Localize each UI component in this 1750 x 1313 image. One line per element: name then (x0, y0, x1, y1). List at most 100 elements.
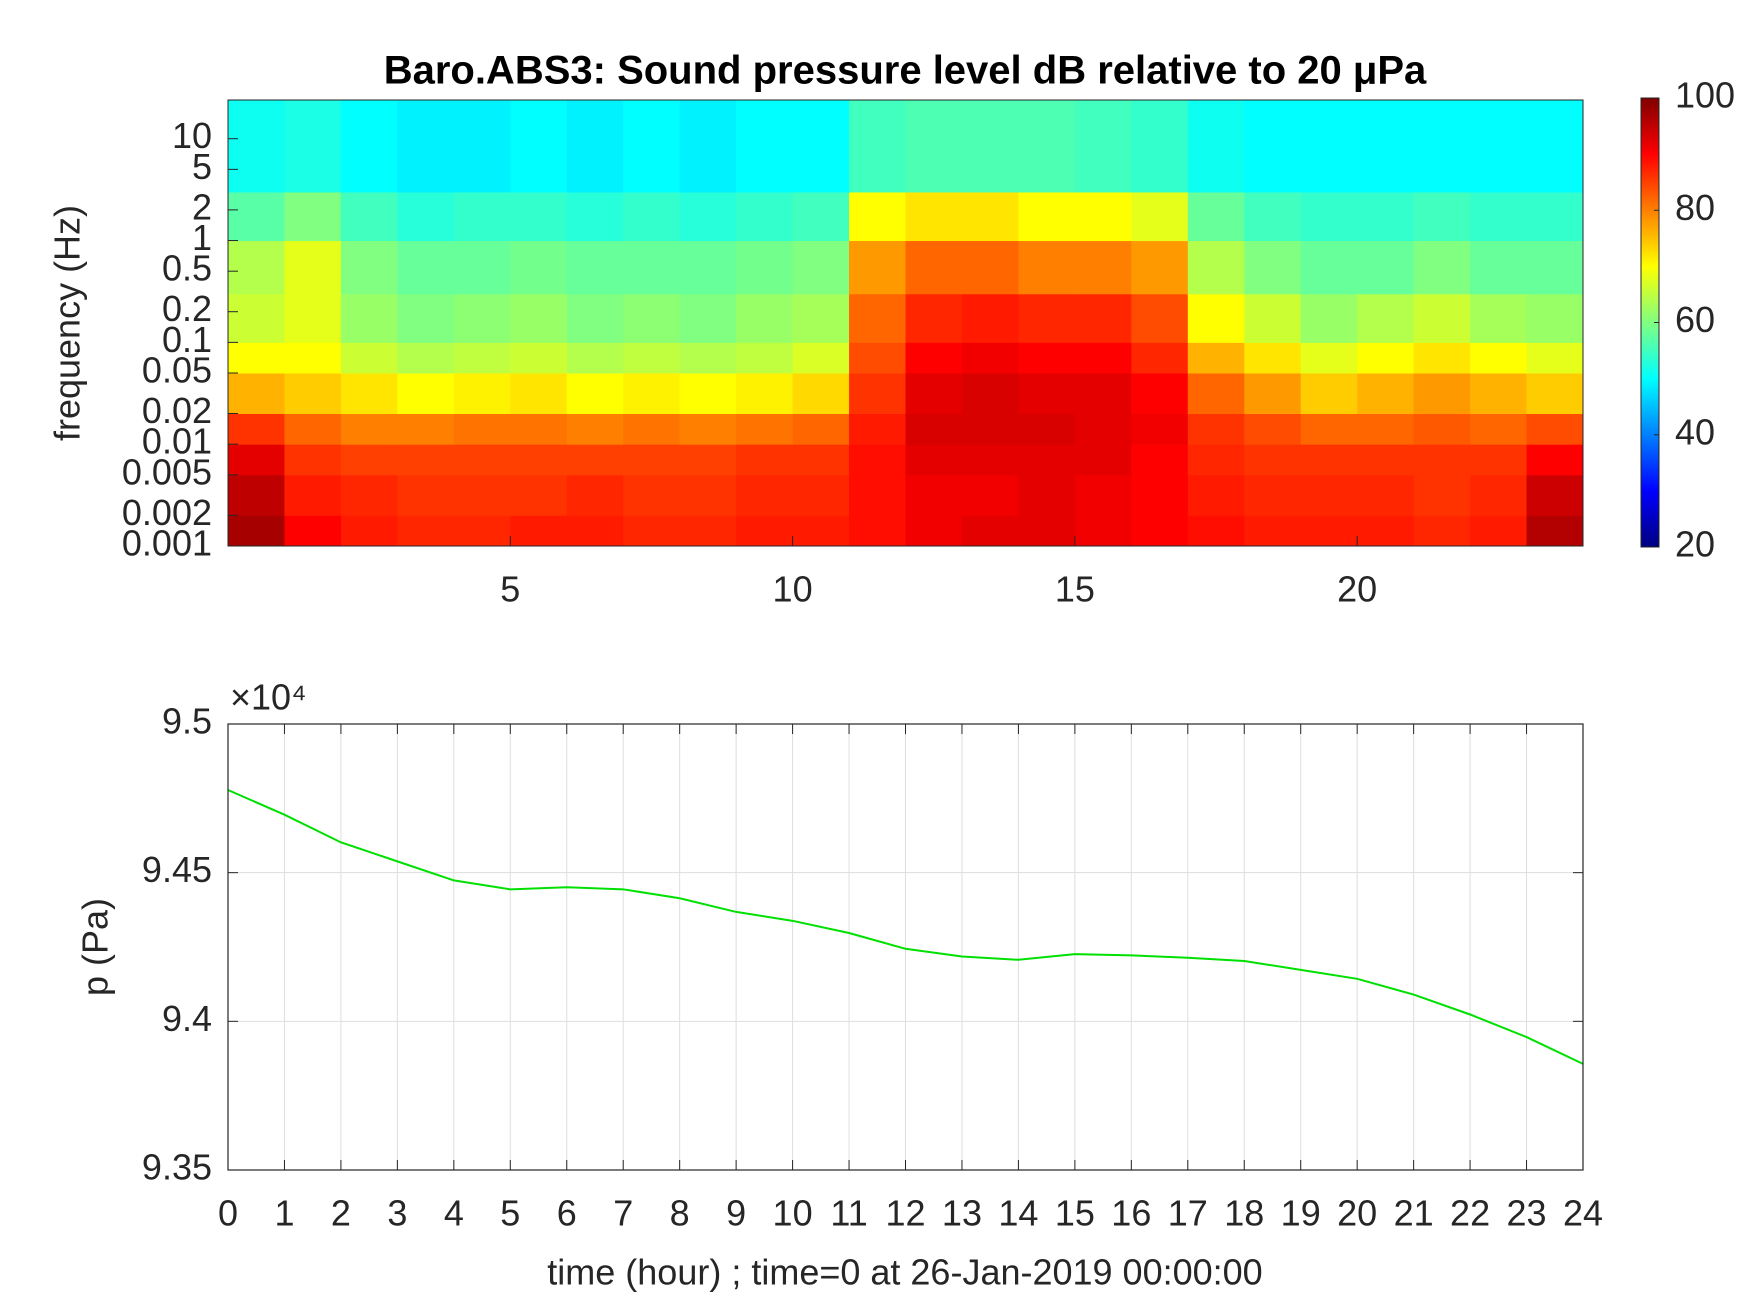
heatmap-cell (1413, 191, 1471, 242)
heatmap-cell (510, 444, 568, 476)
heatmap-cell (1187, 373, 1245, 415)
x-tick-label: 13 (942, 1193, 982, 1234)
heatmap-cell (1413, 413, 1471, 445)
heatmap-cell (792, 293, 850, 343)
heatmap-cell (1018, 413, 1076, 445)
heatmap-cell (905, 240, 963, 295)
y-tick-label: 0.2 (162, 288, 212, 329)
heatmap-cell (679, 240, 737, 295)
heatmap-cell (1074, 413, 1132, 445)
heatmap-cell (1526, 373, 1584, 415)
heatmap-cell (1300, 191, 1358, 242)
heatmap-cell (228, 342, 285, 374)
heatmap-cell (1074, 240, 1132, 295)
heatmap-cell (510, 373, 568, 415)
heatmap-cell (566, 413, 624, 445)
y-tick-label: 0.005 (122, 451, 212, 492)
heatmap-cell (228, 100, 285, 193)
heatmap-cell (397, 342, 455, 374)
heatmap-cell (1470, 240, 1528, 295)
heatmap-cell (1131, 373, 1189, 415)
heatmap-cell (228, 293, 285, 343)
heatmap-cell (1413, 444, 1471, 476)
heatmap-cell (566, 373, 624, 415)
heatmap-cell (1526, 191, 1584, 242)
y-tick-label: 0.002 (122, 492, 212, 533)
heatmap-cell (623, 373, 681, 415)
heatmap-cell (1018, 293, 1076, 343)
heatmap-cell (792, 413, 850, 445)
heatmap-cell (1357, 191, 1415, 242)
heatmap-cell (1074, 293, 1132, 343)
heatmap-cell (792, 515, 850, 547)
heatmap-cell (397, 191, 455, 242)
heatmap-cell (849, 413, 906, 445)
heatmap-cell (849, 100, 906, 193)
heatmap-cell (1526, 100, 1584, 193)
x-tick-label: 22 (1450, 1193, 1490, 1234)
heatmap-cell (961, 373, 1019, 415)
axes-frame (227, 723, 1584, 1171)
heatmap-cell (1300, 240, 1358, 295)
colorbar-tick-label: 20 (1675, 524, 1715, 565)
heatmap-cell (1300, 373, 1358, 415)
heatmap-cell (228, 240, 285, 295)
heatmap-cell (340, 191, 398, 242)
x-tick-label: 20 (1337, 569, 1377, 610)
heatmap-cell (1187, 191, 1245, 242)
heatmap-cell (623, 240, 681, 295)
heatmap-cell (736, 342, 794, 374)
heatmap-cell (397, 444, 455, 476)
heatmap-cell (510, 293, 568, 343)
heatmap-cell (1470, 413, 1528, 445)
heatmap-cell (1131, 342, 1189, 374)
x-tick-label: 8 (670, 1193, 690, 1234)
heatmap-cell (1074, 191, 1132, 242)
heatmap-cell (1413, 293, 1471, 343)
y-tick-label: 9.4 (162, 998, 212, 1039)
heatmap-cell (736, 373, 794, 415)
heatmap-cell (679, 413, 737, 445)
heatmap-cell (1244, 191, 1302, 242)
heatmap-cell (510, 413, 568, 445)
heatmap-cell (1018, 191, 1076, 242)
heatmap-cell (1131, 515, 1189, 547)
heatmap-cell (1526, 413, 1584, 445)
x-tick-label: 15 (1055, 569, 1095, 610)
heatmap-cell (340, 373, 398, 415)
y-tick-label: 0.02 (142, 390, 212, 431)
heatmap-cell (1357, 413, 1415, 445)
x-tick-label: 21 (1394, 1193, 1434, 1234)
heatmap-cell (397, 240, 455, 295)
heatmap-cell (228, 444, 285, 476)
heatmap-cell (1300, 474, 1358, 516)
heatmap-cell (736, 474, 794, 516)
heatmap-cell (1357, 444, 1415, 476)
heatmap-cell (849, 191, 906, 242)
heatmap-cell (1074, 342, 1132, 374)
heatmap-cell (1131, 100, 1189, 193)
heatmap-cell (1526, 515, 1584, 547)
y-tick-label: 1 (192, 217, 212, 258)
heatmap-cell (1074, 474, 1132, 516)
heatmap-cell (228, 474, 285, 516)
heatmap-cell (679, 474, 737, 516)
heatmap-cell (905, 342, 963, 374)
heatmap-cell (566, 342, 624, 374)
heatmap-cell (1413, 100, 1471, 193)
heatmap-cell (1131, 240, 1189, 295)
x-tick-label: 6 (557, 1193, 577, 1234)
heatmap-cell (228, 191, 285, 242)
axis-multiplier: ×10⁴ (230, 677, 307, 718)
heatmap-cell (1187, 515, 1245, 547)
heatmap-cell (679, 444, 737, 476)
y-tick-label: 0.001 (122, 523, 212, 564)
heatmap-cell (1131, 413, 1189, 445)
heatmap-cell (453, 191, 511, 242)
heatmap-cell (679, 515, 737, 547)
heatmap-cell (1526, 293, 1584, 343)
heatmap-cell (1244, 444, 1302, 476)
heatmap-cell (284, 444, 342, 476)
x-tick-label: 5 (500, 569, 520, 610)
x-tick-label: 3 (387, 1193, 407, 1234)
